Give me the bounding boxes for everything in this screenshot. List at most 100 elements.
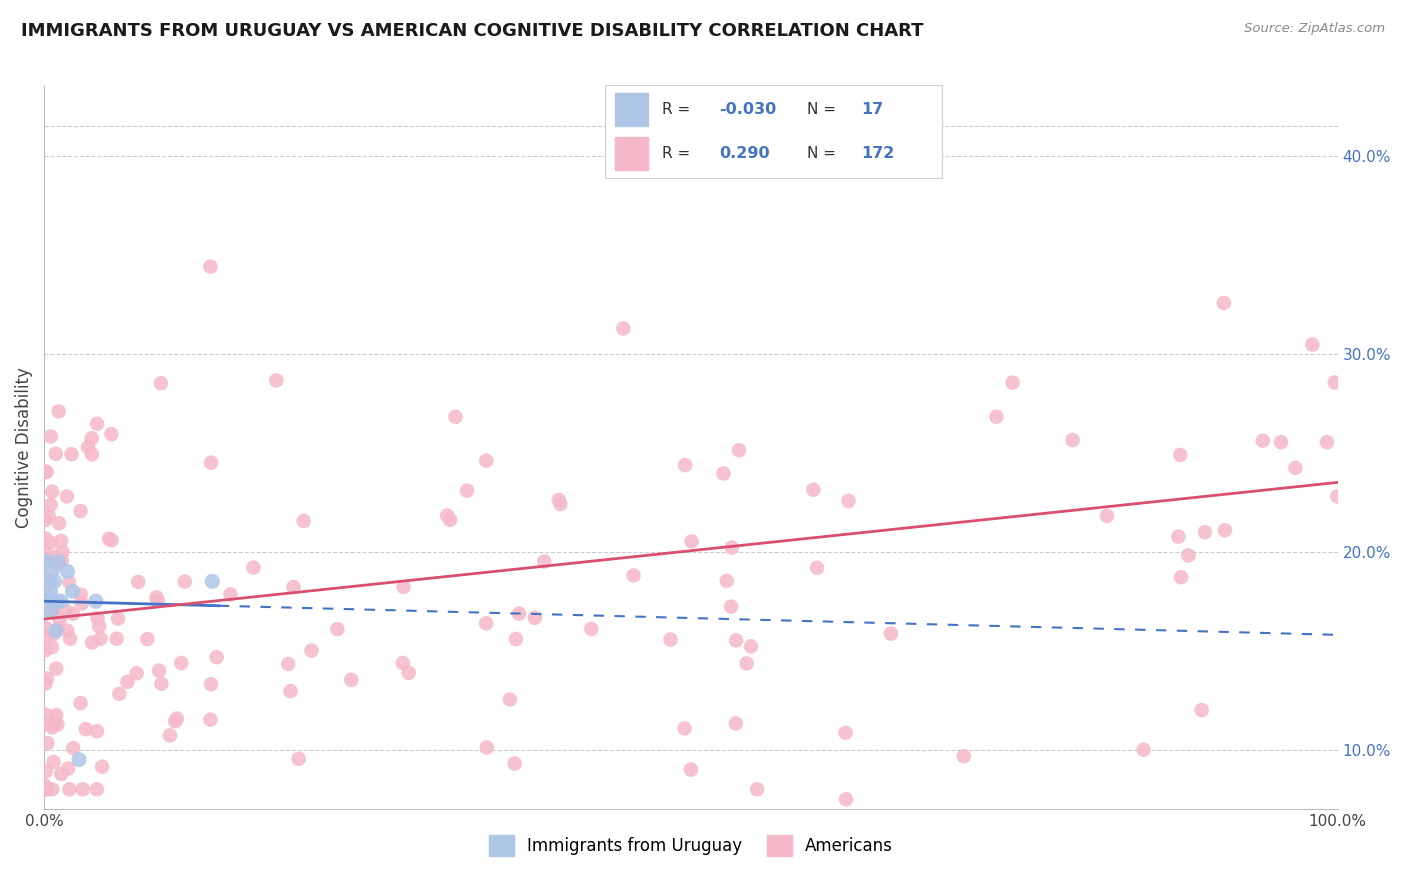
Point [44,715,66,730]
Point [148,664,170,678]
Point [80,431,103,445]
Bar [614,93,648,126]
Point [1326,489,1348,503]
Point [80,635,103,649]
Point [44,600,66,615]
Point [508,607,530,621]
Point [45,549,67,564]
Point [724,716,747,731]
Point [34,779,56,793]
Point [34,532,56,546]
Point [398,665,420,680]
Point [35,552,58,566]
Point [37,629,59,643]
Point [806,561,828,575]
Point [340,673,363,687]
Point [444,409,467,424]
Point [301,643,323,657]
Point [439,513,461,527]
Point [1213,523,1236,537]
Point [803,483,825,497]
Point [145,591,167,605]
Point [681,534,703,549]
Bar [614,137,648,170]
Point [49,533,72,548]
Point [48,404,70,418]
Point [42,594,65,608]
Point [107,611,129,625]
Point [48,613,70,627]
Point [127,574,149,589]
Point [46,557,69,571]
Point [242,560,264,574]
Point [200,456,222,470]
Point [69,696,91,710]
Point [1251,434,1274,448]
Point [37,594,59,608]
Point [34,621,56,635]
Point [56,762,79,776]
Point [62,607,84,621]
Point [173,574,195,589]
Point [45,624,67,638]
Point [86,611,108,625]
Point [505,632,527,646]
Point [60,447,83,461]
Point [46,594,69,608]
Point [35,764,58,779]
Point [51,767,73,781]
Point [100,427,122,442]
Point [166,711,188,725]
Point [49,594,72,608]
Point [41,640,63,655]
Point [720,541,742,555]
Point [1132,742,1154,756]
Point [1194,525,1216,540]
Point [41,565,63,579]
Point [659,632,682,647]
Point [436,508,458,523]
Point [533,555,555,569]
Point [45,708,67,723]
Point [740,640,762,654]
Point [745,782,768,797]
Point [523,611,546,625]
Point [277,657,299,671]
Point [51,545,73,559]
Point [34,676,56,690]
Point [201,574,224,589]
Point [1270,435,1292,450]
Text: 0.290: 0.290 [720,146,770,161]
Point [39,535,62,549]
Point [91,759,114,773]
Point [42,755,65,769]
Point [713,467,735,481]
Legend: Immigrants from Uruguay, Americans: Immigrants from Uruguay, Americans [482,829,900,863]
Point [728,443,751,458]
Text: Source: ZipAtlas.com: Source: ZipAtlas.com [1244,22,1385,36]
Point [1323,376,1346,390]
Point [292,514,315,528]
Point [100,533,122,548]
Point [456,483,478,498]
Point [37,782,59,797]
Point [41,484,63,499]
Point [550,497,572,511]
Point [80,447,103,461]
Point [105,632,128,646]
Point [58,574,80,589]
Point [56,565,79,579]
Point [283,580,305,594]
Point [170,656,193,670]
Point [720,599,742,614]
Point [880,626,903,640]
Point [205,650,228,665]
Point [72,782,94,797]
Point [834,725,856,739]
Point [287,752,309,766]
Point [45,447,67,461]
Point [70,597,93,611]
Point [125,666,148,681]
Point [55,603,77,617]
Point [56,624,79,638]
